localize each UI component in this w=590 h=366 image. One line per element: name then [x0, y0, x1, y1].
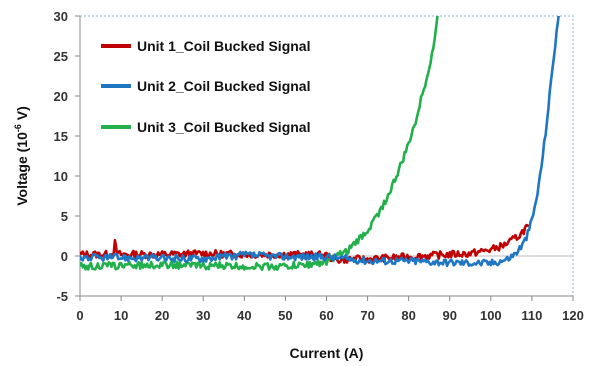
x-tick-label: 70 — [360, 308, 374, 323]
legend-label-unit-2: Unit 2_Coil Bucked Signal — [137, 78, 310, 94]
y-axis-title-main: Voltage (10 — [14, 132, 30, 206]
x-axis-title: Current (A) — [290, 345, 364, 361]
y-tick-label: -5 — [56, 289, 68, 304]
x-tick-label: 90 — [443, 308, 457, 323]
x-tick-label: 10 — [114, 308, 128, 323]
x-axis-ticks: 0 10 20 30 40 50 60 70 80 90 100 110 120 — [76, 296, 584, 323]
x-tick-label: 110 — [521, 308, 542, 323]
x-tick-label: 60 — [319, 308, 333, 323]
y-tick-label: 20 — [54, 89, 68, 104]
y-tick-label: 5 — [61, 209, 68, 224]
x-tick-label: 20 — [155, 308, 169, 323]
x-tick-label: 40 — [237, 308, 251, 323]
y-tick-label: 10 — [54, 169, 68, 184]
y-tick-label: 25 — [54, 49, 68, 64]
y-axis-ticks: -5 0 5 10 15 20 25 30 — [54, 9, 80, 304]
series-line-unit-2 — [80, 16, 560, 268]
x-tick-label: 120 — [562, 308, 584, 323]
y-tick-label: 0 — [61, 249, 68, 264]
x-tick-label: 80 — [401, 308, 415, 323]
x-tick-label: 30 — [196, 308, 210, 323]
y-axis-title-unit: V) — [14, 106, 30, 124]
legend-label-unit-3: Unit 3_Coil Bucked Signal — [137, 119, 310, 135]
x-tick-label: 0 — [76, 308, 83, 323]
y-tick-label: 15 — [54, 129, 68, 144]
x-tick-label: 100 — [480, 308, 502, 323]
y-tick-label: 30 — [54, 9, 68, 24]
series-line-unit-3 — [80, 16, 439, 272]
y-axis-title-exponent: -6 — [13, 124, 23, 132]
legend-label-unit-1: Unit 1_Coil Bucked Signal — [137, 38, 310, 54]
series-layer — [80, 16, 560, 272]
y-axis-title: Voltage (10-6 V) — [13, 106, 30, 206]
legend: Unit 1_Coil Bucked Signal Unit 2_Coil Buc… — [101, 38, 310, 135]
x-tick-label: 50 — [278, 308, 292, 323]
